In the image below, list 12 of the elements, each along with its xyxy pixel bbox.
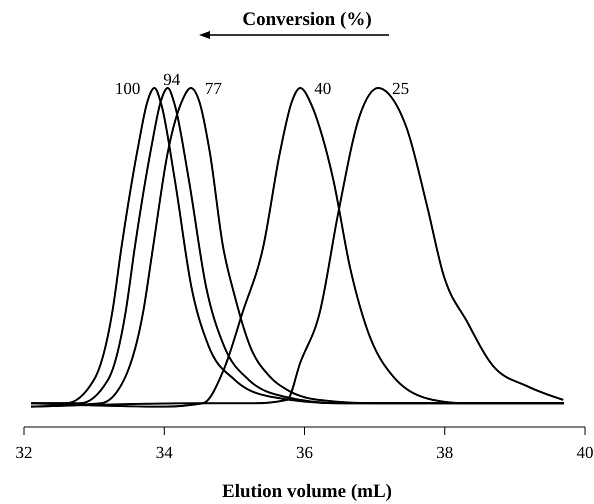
series-label: 40 — [314, 79, 332, 98]
series-label: 25 — [392, 79, 410, 98]
series-label: 100 — [114, 79, 140, 98]
x-tick-label: 40 — [576, 443, 594, 462]
x-tick-label: 36 — [296, 443, 313, 462]
series-label: 77 — [204, 79, 222, 98]
chart-title: Conversion (%) — [242, 9, 372, 30]
x-tick-label: 38 — [436, 443, 454, 462]
x-tick-label: 32 — [16, 443, 32, 462]
x-axis-title: Elution volume (mL) — [222, 481, 392, 502]
series-label: 94 — [163, 70, 181, 89]
x-tick-label: 34 — [156, 443, 174, 462]
